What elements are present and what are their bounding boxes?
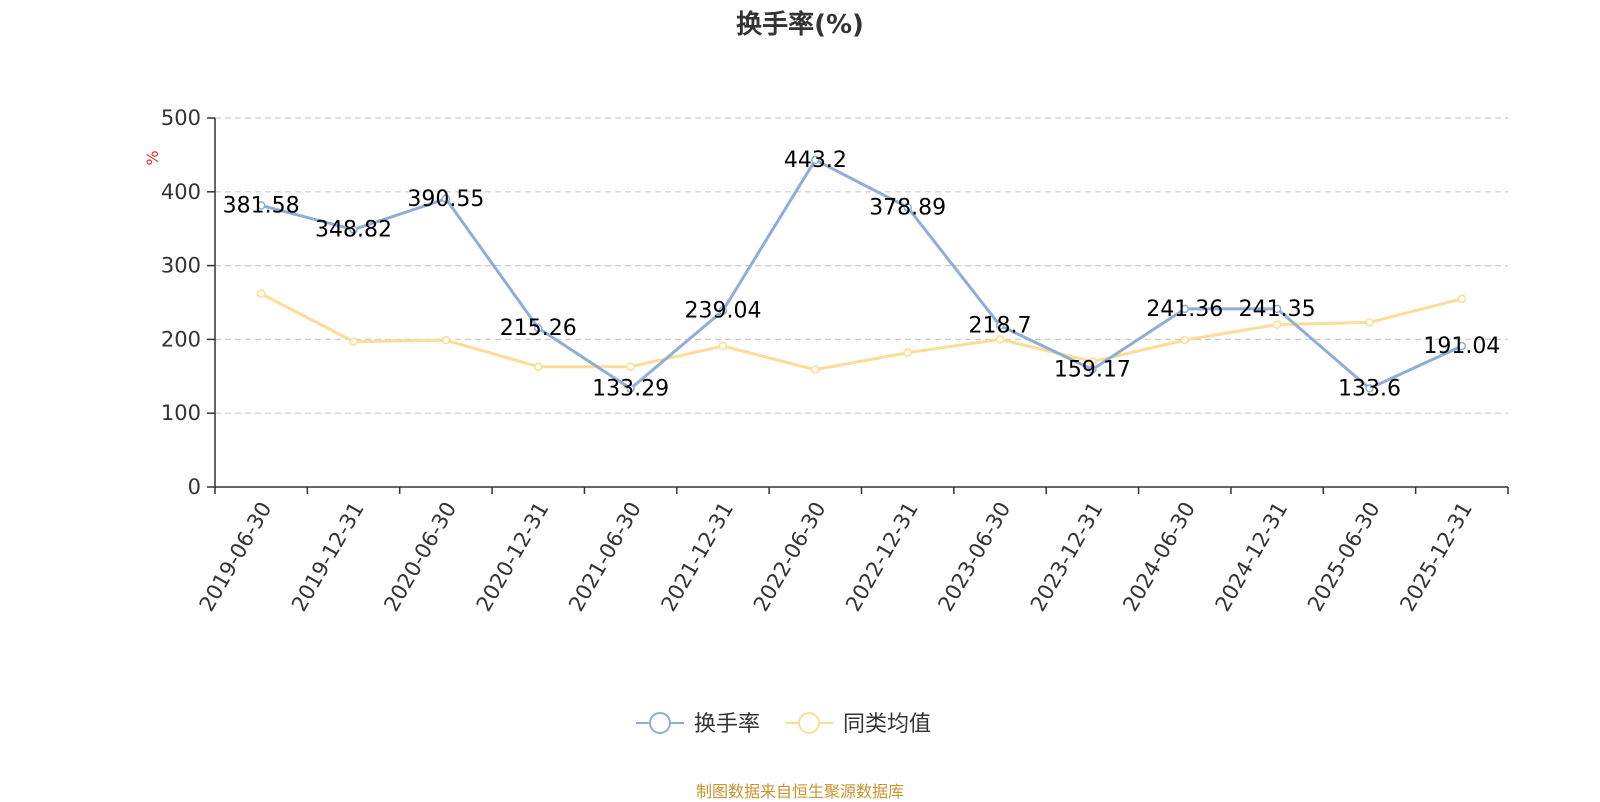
data-point (626, 384, 635, 393)
data-point (1272, 304, 1282, 314)
data-source-note: 制图数据来自恒生聚源数据库 (695, 782, 904, 801)
data-label: 215.26 (500, 316, 577, 341)
data-label: 348.82 (315, 218, 392, 243)
data-point (718, 306, 728, 315)
data-point (995, 335, 1005, 344)
data-point (995, 321, 1005, 330)
data-label: 381.58 (223, 193, 300, 218)
x-tick-label: 2020-12-31 (472, 498, 554, 616)
data-label: 133.29 (592, 377, 669, 402)
series-line (260, 158, 1463, 391)
x-tick-label: 2025-06-30 (1303, 498, 1385, 616)
data-point (256, 201, 266, 210)
x-tick-label: 2025-12-31 (1395, 498, 1477, 616)
data-label: 378.89 (869, 195, 946, 220)
y-tick-label: 500 (161, 106, 201, 130)
data-point (534, 362, 543, 371)
data-point (903, 348, 912, 357)
data-point (1272, 320, 1282, 329)
data-label: 443.2 (784, 148, 847, 173)
legend-swatch-marker (798, 712, 820, 734)
data-point (441, 194, 451, 204)
x-tick-label: 2022-06-30 (749, 498, 831, 616)
x-tick-label: 2019-06-30 (195, 498, 277, 616)
y-tick-label: 400 (161, 180, 201, 204)
x-tick-label: 2020-06-30 (379, 498, 461, 616)
data-point (256, 289, 266, 298)
data-label: 390.55 (407, 187, 484, 212)
series-lines (256, 155, 1467, 393)
data-point (534, 323, 543, 333)
x-tick-label: 2024-12-31 (1211, 498, 1293, 616)
data-point (1088, 357, 1097, 366)
grid-lines (215, 117, 1508, 414)
data-point (1365, 318, 1374, 327)
data-point (626, 362, 635, 371)
data-point (718, 341, 728, 351)
data-point (1457, 294, 1467, 304)
data-label: 241.35 (1239, 297, 1316, 322)
chart-title: 换手率(%) (736, 10, 864, 40)
y-tick-label: 100 (161, 401, 201, 425)
data-point (811, 365, 820, 374)
data-label: 133.6 (1338, 376, 1401, 401)
legend-label: 换手率 (694, 712, 760, 737)
y-axis-unit: % (143, 150, 162, 165)
data-point (1088, 365, 1097, 374)
x-tick-label: 2021-12-31 (656, 498, 738, 616)
data-label: 191.04 (1423, 334, 1500, 359)
legend-label: 同类均值 (843, 712, 931, 737)
data-labels: 381.58 348.82 390.55 215.26 133.29 239.04 443.… (223, 148, 1501, 402)
data-label: 239.04 (684, 299, 761, 324)
data-point (349, 225, 358, 234)
y-tick-label: 200 (161, 327, 201, 351)
data-point (1180, 304, 1189, 314)
series-line (260, 292, 1463, 372)
x-tick-label: 2023-06-30 (933, 498, 1015, 616)
x-tick-label: 2024-06-30 (1118, 498, 1200, 616)
x-tick-label: 2021-06-30 (564, 498, 646, 616)
data-label: 218.7 (969, 314, 1032, 339)
x-tick-label: 2023-12-31 (1026, 498, 1108, 616)
x-tick-label: 2019-12-31 (287, 498, 369, 616)
data-point (811, 155, 820, 165)
x-tick-label: 2022-12-31 (841, 498, 923, 616)
data-point (441, 335, 451, 345)
legend-swatch-marker (649, 712, 671, 734)
data-point (1180, 335, 1189, 345)
data-label: 241.36 (1146, 297, 1223, 322)
legend-item[interactable]: 同类均值 (785, 712, 931, 737)
y-tick-label: 0 (188, 475, 201, 499)
data-point (1365, 384, 1374, 393)
legend[interactable]: 换手率 同类均值 (636, 712, 931, 737)
y-tick-label: 300 (161, 254, 201, 278)
legend-item[interactable]: 换手率 (636, 712, 760, 737)
data-point (903, 203, 912, 212)
data-label: 159.17 (1054, 358, 1131, 383)
data-point (349, 337, 358, 346)
data-point (1457, 341, 1467, 351)
